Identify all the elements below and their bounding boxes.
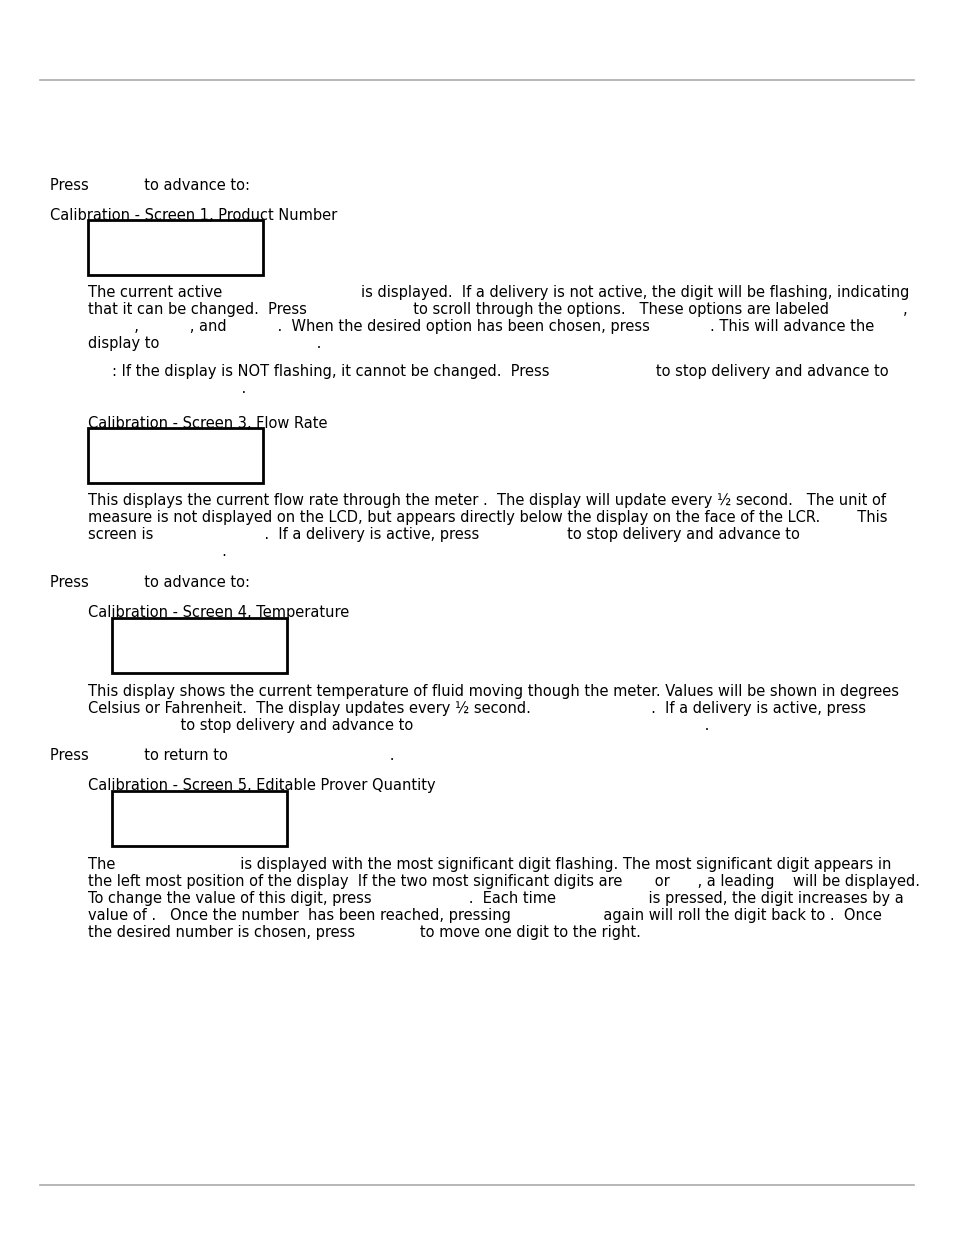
Text: The                           is displayed with the most significant digit flash: The is displayed with the most significa…	[88, 857, 890, 872]
Bar	[112, 618, 287, 673]
Bar	[88, 220, 263, 275]
Bar	[88, 429, 263, 483]
Text: ,           , and           .  When the desired option has been chosen, press   : , , and . When the desired option has be…	[88, 319, 873, 333]
Text: .: .	[112, 382, 246, 396]
Text: that it can be changed.  Press                       to scroll through the optio: that it can be changed. Press to scroll …	[88, 303, 906, 317]
Text: screen is                        .  If a delivery is active, press              : screen is . If a delivery is active, pre…	[88, 527, 799, 542]
Bar	[112, 790, 287, 846]
Text: Calibration - Screen 1, Product Number: Calibration - Screen 1, Product Number	[50, 207, 337, 224]
Text: Celsius or Fahrenheit.  The display updates every ½ second.                     : Celsius or Fahrenheit. The display updat…	[88, 701, 865, 716]
Text: measure is not displayed on the LCD, but appears directly below the display on t: measure is not displayed on the LCD, but…	[88, 510, 886, 525]
Text: Calibration - Screen 4, Temperature: Calibration - Screen 4, Temperature	[88, 605, 349, 620]
Text: To change the value of this digit, press                     .  Each time       : To change the value of this digit, press…	[88, 890, 902, 906]
Text: value of .   Once the number  has been reached, pressing                    agai: value of . Once the number has been reac…	[88, 908, 881, 923]
Text: Press            to advance to:: Press to advance to:	[50, 576, 250, 590]
Text: This displays the current flow rate through the meter .  The display will update: This displays the current flow rate thro…	[88, 493, 885, 508]
Text: The current active                              is displayed.  If a delivery is : The current active is displayed. If a de…	[88, 285, 908, 300]
Text: the left most position of the display  If the two most significant digits are   : the left most position of the display If…	[88, 874, 919, 889]
Text: .: .	[88, 543, 227, 559]
Text: Press            to advance to:: Press to advance to:	[50, 178, 250, 193]
Text: Press            to return to                                   .: Press to return to .	[50, 748, 395, 763]
Text: : If the display is NOT flashing, it cannot be changed.  Press                  : : If the display is NOT flashing, it can…	[112, 364, 887, 379]
Text: This display shows the current temperature of fluid moving though the meter. Val: This display shows the current temperatu…	[88, 684, 898, 699]
Text: to stop delivery and advance to                                                 : to stop delivery and advance to	[88, 718, 709, 734]
Text: display to                                  .: display to .	[88, 336, 321, 351]
Text: the desired number is chosen, press              to move one digit to the right.: the desired number is chosen, press to m…	[88, 925, 640, 940]
Text: Calibration - Screen 5, Editable Prover Quantity: Calibration - Screen 5, Editable Prover …	[88, 778, 436, 793]
Text: Calibration - Screen 3, Flow Rate: Calibration - Screen 3, Flow Rate	[88, 416, 327, 431]
